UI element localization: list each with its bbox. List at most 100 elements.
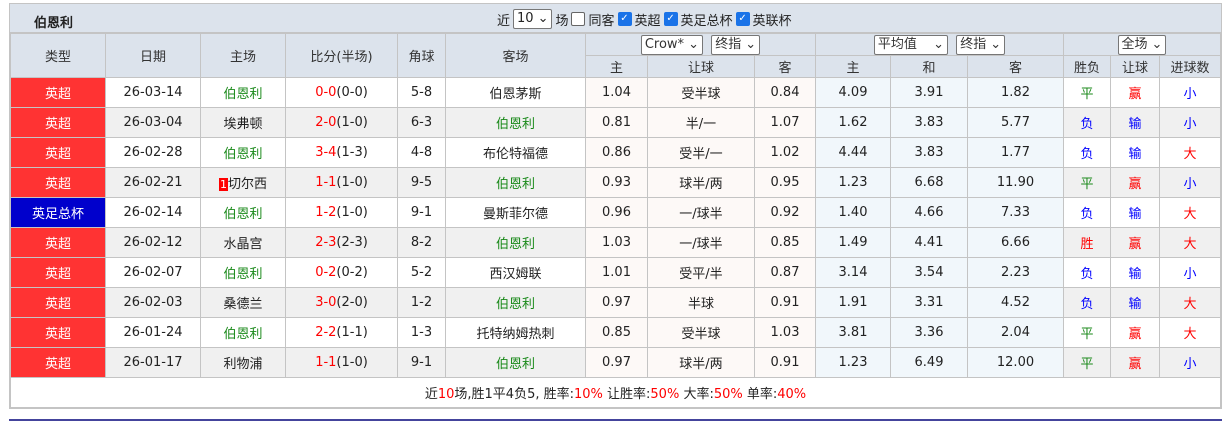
league-badge[interactable]: 英超 [10, 257, 106, 288]
away-team[interactable]: 伯恩利 [445, 107, 586, 138]
ah-away-odds-text: 1.03 [770, 325, 800, 340]
team-title: 伯恩利 [34, 16, 74, 31]
match-count-select[interactable]: 10 ⌄ [513, 9, 553, 29]
match-row: 英超 26-02-21 1切尔西 1-1(1-0) 9-5 伯恩利 0.93 球半/两 0.95… [10, 167, 1221, 198]
ah-away-odds-text: 0.95 [770, 175, 800, 190]
score[interactable]: 2-3(2-3) [285, 227, 398, 258]
home-team[interactable]: 伯恩利 [200, 197, 286, 228]
summary-text: 单率: [742, 387, 778, 402]
ou-result: 小 [1159, 77, 1221, 108]
result-text: 胜 [1080, 237, 1094, 252]
ah-result: 赢 [1110, 317, 1160, 348]
match-date: 26-03-14 [105, 77, 201, 108]
league-badge[interactable]: 英超 [10, 317, 106, 348]
league-badge[interactable]: 英超 [10, 167, 106, 198]
league-badge[interactable]: 英超 [10, 227, 106, 258]
ah-away-odds-text: 0.87 [770, 265, 800, 280]
eu-mode-select[interactable]: 终指 ⌄ [956, 34, 1006, 55]
eu-home-odds: 1.49 [815, 227, 891, 258]
away-team[interactable]: 伯恩利 [445, 167, 586, 198]
score[interactable]: 1-1(1-0) [285, 347, 398, 378]
away-team[interactable]: 托特纳姆热刺 [445, 317, 586, 348]
result-text: 负 [1080, 207, 1094, 222]
half-time-score: (1-0) [336, 205, 368, 220]
league-cup-checkbox[interactable]: ✓ [735, 12, 750, 26]
ah-away-odds: 0.84 [754, 77, 816, 108]
home-team[interactable]: 1切尔西 [200, 167, 286, 198]
chevron-down-icon: ⌄ [1151, 36, 1163, 52]
league-badge[interactable]: 英超 [10, 107, 106, 138]
home-team[interactable]: 伯恩利 [200, 77, 286, 108]
away-team[interactable]: 布伦特福德 [445, 137, 586, 168]
ah-mode-select[interactable]: 终指 ⌄ [711, 34, 761, 55]
range-select[interactable]: 全场 ⌄ [1117, 34, 1167, 55]
ah-line: 一/球半 [647, 227, 755, 258]
match-date: 26-02-21 [105, 167, 201, 198]
eu-away-odds: 1.82 [967, 77, 1064, 108]
match-row: 英超 26-02-12 水晶宫 2-3(2-3) 8-2 伯恩利 1.03 一/球半 0.85 1… [10, 227, 1221, 258]
away-team[interactable]: 伯恩利 [445, 227, 586, 258]
away-team[interactable]: 西汉姆联 [445, 257, 586, 288]
ah-home-odds: 0.93 [585, 167, 648, 198]
league-badge[interactable]: 英超 [10, 347, 106, 378]
same-venue-checkbox[interactable] [571, 12, 586, 26]
home-team[interactable]: 伯恩利 [200, 317, 286, 348]
half-time-score: (1-0) [336, 115, 368, 130]
ah-line-text: 半/一 [685, 117, 717, 132]
score[interactable]: 0-0(0-0) [285, 77, 398, 108]
score[interactable]: 1-2(1-0) [285, 197, 398, 228]
eu-home-odds: 4.44 [815, 137, 891, 168]
away-team[interactable]: 伯恩利 [445, 287, 586, 318]
odd-rate: 40% [777, 387, 807, 402]
home-team[interactable]: 桑德兰 [200, 287, 286, 318]
count-value: 10 [517, 11, 534, 26]
away-team[interactable]: 曼斯菲尔德 [445, 197, 586, 228]
half-time-score: (0-0) [336, 85, 368, 100]
away-team-name: 伯恩利 [495, 237, 535, 252]
home-team[interactable]: 伯恩利 [200, 137, 286, 168]
score[interactable]: 0-2(0-2) [285, 257, 398, 288]
home-team[interactable]: 水晶宫 [200, 227, 286, 258]
league-badge[interactable]: 英超 [10, 137, 106, 168]
epl-checkbox[interactable]: ✓ [617, 12, 632, 26]
score[interactable]: 2-2(1-1) [285, 317, 398, 348]
home-team[interactable]: 伯恩利 [200, 257, 286, 288]
corners-text: 9-5 [410, 175, 433, 190]
ah-line-text: 半球 [687, 297, 714, 312]
ah-away-odds-text: 0.92 [770, 205, 800, 220]
eu-draw-odds: 3.83 [890, 107, 968, 138]
away-team[interactable]: 伯恩茅斯 [445, 77, 586, 108]
score[interactable]: 1-1(1-0) [285, 167, 398, 198]
full-time-score: 1-1 [315, 355, 337, 370]
result: 负 [1063, 287, 1111, 318]
ah-company-value: Crow* [644, 36, 685, 52]
match-date: 26-02-12 [105, 227, 201, 258]
score[interactable]: 3-0(2-0) [285, 287, 398, 318]
away-team[interactable]: 伯恩利 [445, 347, 586, 378]
eu-away-odds-text: 11.90 [996, 175, 1035, 190]
score[interactable]: 2-0(1-0) [285, 107, 398, 138]
full-time-score: 1-2 [315, 205, 337, 220]
home-team[interactable]: 利物浦 [200, 347, 286, 378]
away-team-name: 伯恩茅斯 [489, 87, 542, 102]
ou-result: 小 [1159, 257, 1221, 288]
league-badge[interactable]: 英足总杯 [10, 197, 106, 228]
match-row: 英超 26-02-03 桑德兰 3-0(2-0) 1-2 伯恩利 0.97 半球 0.91 1.9… [10, 287, 1221, 318]
eu-company-select[interactable]: 平均值 ⌄ [873, 34, 948, 55]
ah-company-select[interactable]: Crow* ⌄ [640, 34, 703, 55]
ah-home-odds-text: 0.86 [602, 145, 631, 160]
result: 平 [1063, 317, 1111, 348]
match-date: 26-02-07 [105, 257, 201, 288]
league-badge[interactable]: 英超 [10, 287, 106, 318]
score[interactable]: 3-4(1-3) [285, 137, 398, 168]
home-team[interactable]: 埃弗顿 [200, 107, 286, 138]
col-ou-result: 进球数 [1159, 55, 1221, 78]
home-team-name: 伯恩利 [223, 207, 263, 222]
corners-text: 9-1 [410, 355, 433, 370]
league-badge[interactable]: 英超 [10, 77, 106, 108]
half-time-score: (1-0) [336, 175, 368, 190]
league-name: 英超 [44, 147, 71, 162]
ou-result-text: 大 [1183, 297, 1197, 312]
ah-home-odds: 0.96 [585, 197, 648, 228]
fa-cup-checkbox[interactable]: ✓ [663, 12, 678, 26]
